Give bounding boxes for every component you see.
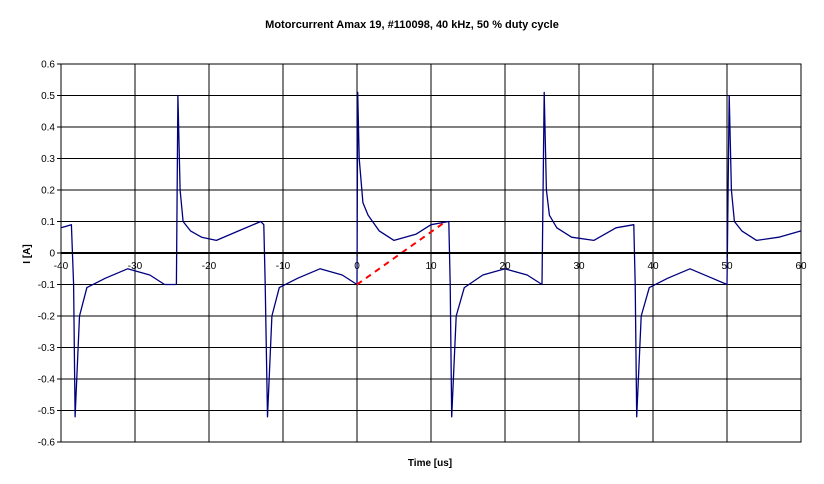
x-axis-label: Time [us] [408, 458, 452, 469]
y-tick-label: 0.1 [41, 217, 55, 228]
x-tick-label: -20 [202, 261, 217, 272]
y-tick-label: 0.6 [41, 60, 55, 71]
x-tick-label: -40 [54, 261, 69, 272]
tick-layer: -0.6 -0.5 -0.4 -0.3 -0.2 -0.1 0 0.1 0.2 0.3 0.4 0.5… [38, 60, 807, 449]
y-tick-label: -0.2 [38, 312, 56, 323]
x-tick-label: 10 [425, 261, 437, 272]
chart-title: Motorcurrent Amax 19, #110098, 40 kHz, 5… [265, 19, 559, 31]
x-tick-label: -10 [276, 261, 291, 272]
y-tick-label: -0.5 [38, 406, 56, 417]
x-tick-label: 20 [499, 261, 511, 272]
reference-slope-line [356, 220, 447, 286]
x-tick-label: 50 [721, 261, 733, 272]
y-tick-label: 0 [49, 249, 55, 260]
series-layer [60, 91, 802, 418]
x-tick-label: 30 [573, 261, 585, 272]
y-tick-label: -0.4 [38, 375, 56, 386]
y-tick-label: 0.2 [41, 186, 55, 197]
y-axis-label: I [A] [22, 244, 33, 263]
y-tick-label: 0.5 [41, 91, 55, 102]
motor-current-trace [60, 91, 802, 418]
x-tick-label: 60 [795, 261, 807, 272]
y-tick-label: 0.4 [41, 123, 55, 134]
x-tick-label: 40 [647, 261, 659, 272]
y-tick-label: -0.1 [38, 280, 56, 291]
y-tick-label: -0.6 [38, 438, 56, 449]
x-tick-label: -30 [128, 261, 143, 272]
y-tick-label: 0.3 [41, 154, 55, 165]
x-tick-label: 0 [354, 261, 360, 272]
y-tick-label: -0.3 [38, 343, 56, 354]
